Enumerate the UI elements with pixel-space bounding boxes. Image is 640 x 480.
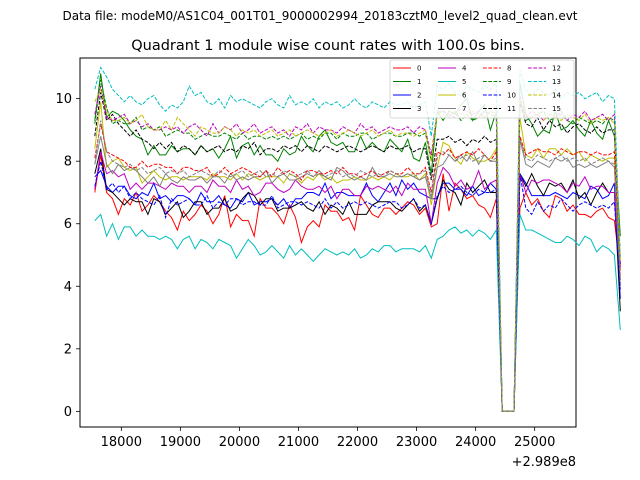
legend-label-11: 11 bbox=[507, 105, 516, 113]
legend-box bbox=[389, 59, 575, 119]
legend-label-2: 2 bbox=[417, 92, 421, 100]
y-tick-label: 10 bbox=[55, 92, 72, 107]
y-tick-label: 8 bbox=[64, 155, 72, 170]
x-tick-label: 19000 bbox=[160, 435, 201, 450]
series-line-11 bbox=[94, 92, 621, 412]
legend-label-14: 14 bbox=[552, 92, 561, 100]
legend-label-13: 13 bbox=[552, 78, 561, 86]
x-tick-label: 25000 bbox=[514, 435, 555, 450]
legend-label-8: 8 bbox=[507, 65, 511, 73]
series-line-4 bbox=[94, 151, 621, 412]
x-tick-label: 23000 bbox=[396, 435, 437, 450]
x-tick-label: 20000 bbox=[219, 435, 260, 450]
legend-label-0: 0 bbox=[417, 65, 421, 73]
series-line-15 bbox=[94, 120, 621, 412]
legend-label-1: 1 bbox=[417, 78, 421, 86]
legend-label-15: 15 bbox=[552, 105, 561, 113]
series-line-7 bbox=[94, 136, 621, 412]
y-tick-label: 4 bbox=[64, 280, 72, 295]
x-tick-label: 18000 bbox=[101, 435, 142, 450]
series-line-5 bbox=[94, 213, 621, 412]
y-tick-label: 0 bbox=[64, 405, 72, 420]
chart-title: Quadrant 1 module wise count rates with … bbox=[131, 38, 525, 54]
figure-suptitle: Data file: modeM0/AS1C04_001T01_90000029… bbox=[62, 9, 577, 23]
series-line-3 bbox=[94, 148, 621, 412]
legend-label-9: 9 bbox=[507, 78, 511, 86]
series-line-8 bbox=[94, 123, 621, 412]
y-axis-ticks: 0 2 4 6 8 10 bbox=[55, 92, 80, 420]
legend-label-12: 12 bbox=[552, 65, 561, 73]
legend-label-10: 10 bbox=[507, 92, 516, 100]
series-line-10 bbox=[94, 161, 621, 412]
legend-label-6: 6 bbox=[462, 92, 467, 100]
series-line-14 bbox=[94, 87, 621, 412]
y-tick-label: 6 bbox=[64, 217, 72, 232]
legend-label-5: 5 bbox=[462, 78, 466, 86]
x-tick-label: 21000 bbox=[278, 435, 319, 450]
y-tick-label: 2 bbox=[64, 342, 72, 357]
legend-label-3: 3 bbox=[417, 105, 421, 113]
x-tick-label: 22000 bbox=[337, 435, 378, 450]
x-axis-ticks: 18000 19000 20000 21000 22000 23000 24000 25000 bbox=[101, 427, 555, 450]
x-axis-offset-label: +2.989e8 bbox=[512, 455, 576, 470]
legend-label-4: 4 bbox=[462, 65, 467, 73]
legend-label-7: 7 bbox=[462, 105, 466, 113]
x-tick-label: 24000 bbox=[455, 435, 496, 450]
series-line-13 bbox=[94, 66, 621, 412]
